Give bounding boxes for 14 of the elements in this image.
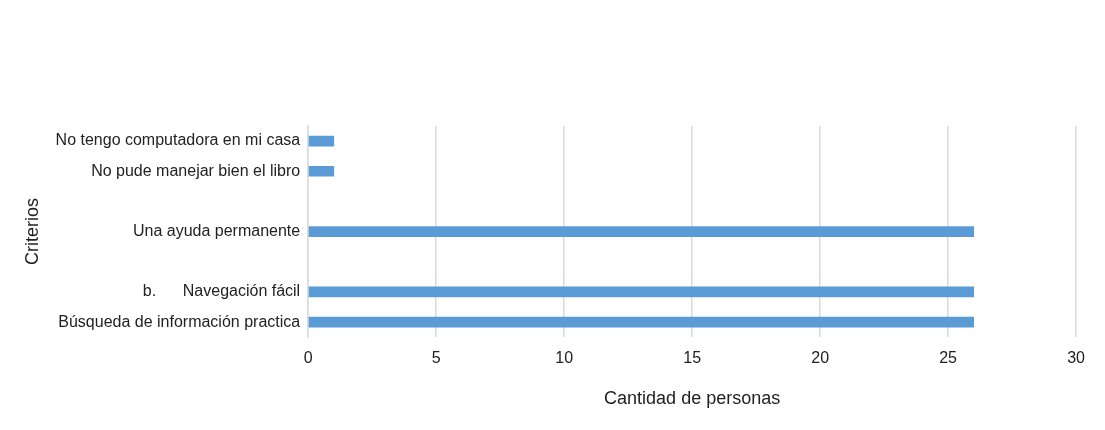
x-tick-label: 15 — [683, 349, 702, 367]
x-tick-label: 0 — [303, 349, 313, 367]
y-tick-label: No tengo computadora en mi casa — [55, 131, 301, 149]
y-tick-label: Una ayuda permanente — [132, 222, 301, 240]
x-axis-title: Cantidad de personas — [604, 388, 781, 409]
y-axis-title: Criterios — [21, 198, 42, 266]
x-tick-label: 5 — [431, 349, 441, 367]
x-tick-label: 10 — [555, 349, 574, 367]
x-tick-label: 25 — [939, 349, 958, 367]
y-tick-label: No pude manejar bien el libro — [91, 161, 301, 179]
x-tick-label: 30 — [1067, 349, 1086, 367]
y-tick-label: b. Navegación fácil — [142, 282, 301, 300]
y-tick-label: Búsqueda de información practica — [58, 312, 301, 330]
x-tick-label: 20 — [811, 349, 830, 367]
